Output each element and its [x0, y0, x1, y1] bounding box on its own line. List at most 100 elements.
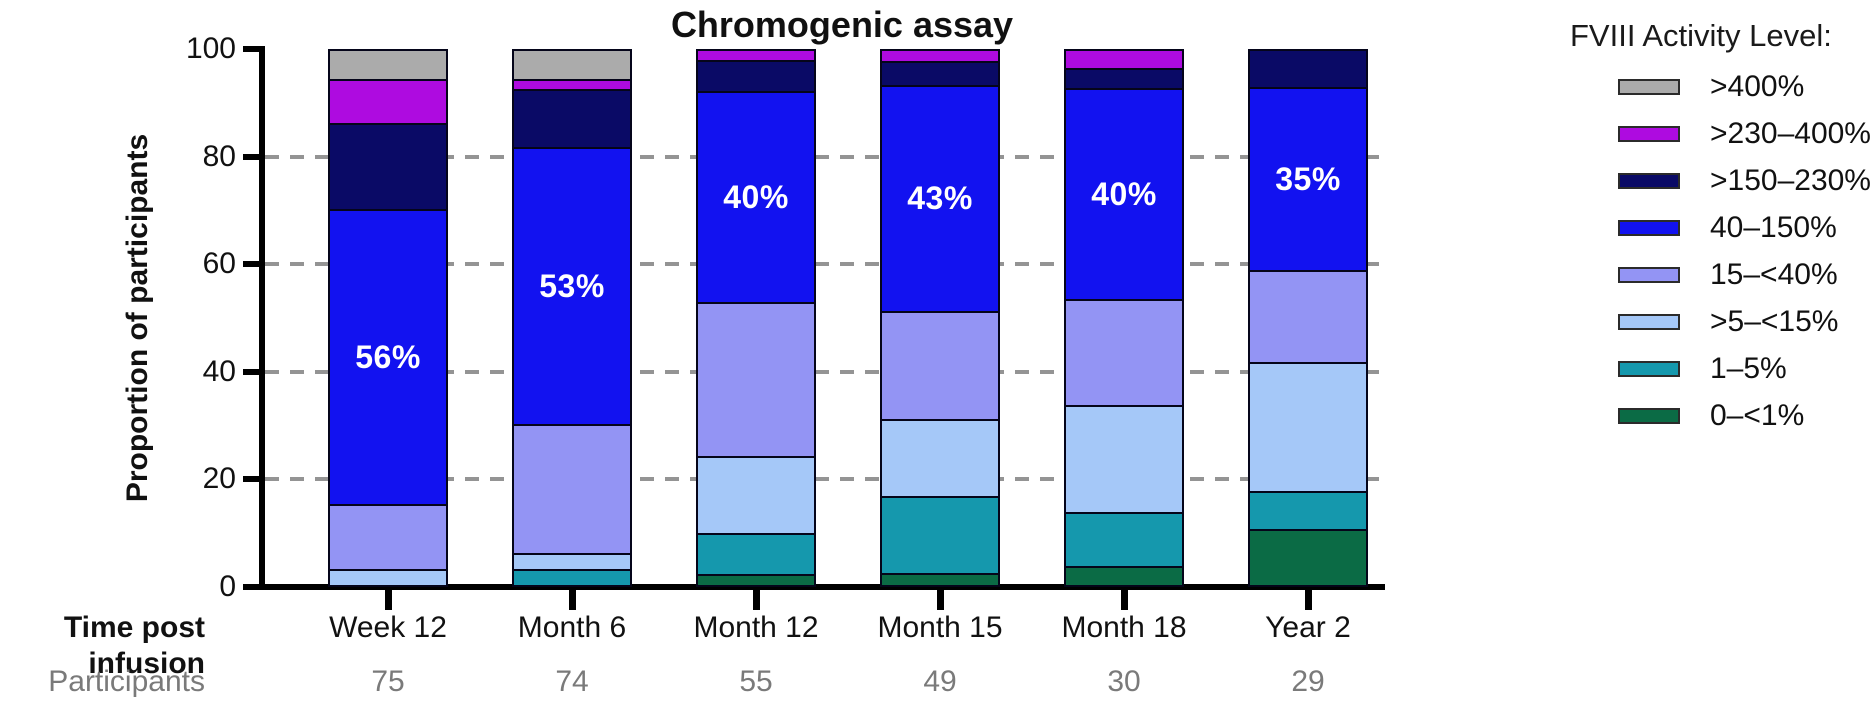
legend-swatch-icon	[1618, 361, 1680, 377]
x-tick-label-month-15: Month 15	[877, 611, 1003, 644]
segment-150-230	[330, 122, 446, 209]
segment-150-230	[882, 61, 998, 85]
segment-40-150: 56%	[330, 208, 446, 504]
segment-400	[514, 51, 630, 80]
segment-40-150: 53%	[514, 146, 630, 424]
x-tick-label-week-12: Week 12	[329, 611, 447, 644]
segment-5-15	[698, 455, 814, 534]
legend-item-400: >400%	[1618, 70, 1875, 104]
segment-1-5	[698, 533, 814, 574]
bar-value-label: 43%	[907, 180, 973, 217]
segment-230-400	[698, 51, 814, 61]
segment-0-1	[1250, 528, 1366, 585]
y-tick-40	[243, 368, 265, 375]
legend-item-0-1: 0–<1%	[1618, 399, 1875, 433]
segment-150-230	[698, 60, 814, 92]
legend-item-label: >230–400%	[1710, 117, 1871, 150]
legend-item-40-150: 40–150%	[1618, 211, 1875, 245]
legend-item-label: >5–<15%	[1710, 305, 1839, 338]
legend-item-label: 15–<40%	[1710, 258, 1838, 291]
bar-month-18: 40%	[1064, 49, 1184, 587]
segment-15-40	[698, 301, 814, 456]
y-axis-label: Proportion of participants	[121, 133, 154, 503]
legend-item-label: >150–230%	[1710, 164, 1871, 197]
x-axis-line	[243, 584, 1385, 590]
segment-15-40	[1250, 270, 1366, 363]
y-tick-20	[243, 476, 265, 483]
grid-line-60	[265, 262, 1385, 267]
segment-0-1	[882, 572, 998, 585]
segment-5-15	[1066, 405, 1182, 512]
legend: FVIII Activity Level: >400% >230–400% >150…	[1570, 18, 1875, 446]
segment-230-400	[514, 79, 630, 89]
y-tick-label-40: 40	[202, 354, 236, 388]
segment-40-150: 40%	[1066, 87, 1182, 299]
x-tick-month-15	[937, 590, 944, 610]
segment-40-150: 40%	[698, 91, 814, 302]
participants-value-month-6: 74	[555, 665, 589, 698]
bar-value-label: 53%	[539, 267, 605, 304]
legend-item-1-5: 1–5%	[1618, 352, 1875, 386]
legend-swatch-icon	[1618, 220, 1680, 236]
segment-15-40	[330, 503, 446, 569]
legend-item-150-230: >150–230%	[1618, 164, 1875, 198]
legend-items: >400% >230–400% >150–230% 40–150% 15–<40% >5–…	[1618, 70, 1875, 433]
y-tick-label-0: 0	[219, 570, 236, 603]
y-tick-0	[243, 584, 265, 590]
bar-value-label: 35%	[1275, 161, 1341, 198]
legend-item-label: 40–150%	[1710, 211, 1837, 244]
bar-value-label: 40%	[1091, 175, 1157, 212]
segment-230-400	[882, 51, 998, 62]
segment-40-150: 43%	[882, 84, 998, 311]
segment-1-5	[882, 495, 998, 573]
x-tick-month-12	[753, 590, 760, 610]
segment-400	[330, 51, 446, 79]
y-axis-line	[259, 46, 265, 590]
x-tick-label-month-18: Month 18	[1061, 611, 1187, 644]
segment-15-40	[882, 310, 998, 420]
segment-1-5	[1250, 490, 1366, 529]
participants-value-year-2: 29	[1291, 665, 1325, 698]
bar-year-2: 35%	[1248, 49, 1368, 587]
y-tick-label-80: 80	[202, 139, 236, 173]
legend-swatch-icon	[1618, 314, 1680, 330]
bar-week-12: 56%	[328, 49, 448, 587]
bar-month-12: 40%	[696, 49, 816, 587]
chart-title: Chromogenic assay	[670, 4, 1014, 45]
segment-0-1	[698, 573, 814, 585]
segment-1-5	[514, 568, 630, 585]
plot-area: 56% 53% 40% 43% 40% 35%	[265, 49, 1385, 587]
y-tick-100	[243, 46, 265, 52]
time-post-infusion-label: Time post infusion	[63, 611, 205, 680]
x-tick-month-18	[1121, 590, 1128, 610]
grid-line-80	[265, 154, 1385, 159]
segment-5-15	[882, 419, 998, 496]
segment-5-15	[514, 552, 630, 569]
x-tick-month-6	[569, 590, 576, 610]
bar-value-label: 40%	[723, 178, 789, 215]
segment-15-40	[1066, 298, 1182, 406]
segment-40-150: 35%	[1250, 87, 1366, 271]
legend-item-label: 0–<1%	[1710, 399, 1805, 432]
segment-15-40	[514, 423, 630, 553]
participants-row-label: Participants	[48, 665, 205, 698]
y-tick-60	[243, 261, 265, 268]
legend-item-230-400: >230–400%	[1618, 117, 1875, 151]
bar-value-label: 56%	[355, 338, 421, 375]
x-tick-label-month-6: Month 6	[517, 611, 627, 644]
segment-150-230	[1066, 68, 1182, 88]
legend-item-label: >400%	[1710, 70, 1805, 103]
segment-150-230	[1250, 51, 1366, 88]
x-tick-week-12	[385, 590, 392, 610]
legend-swatch-icon	[1618, 173, 1680, 189]
segment-5-15	[1250, 362, 1366, 491]
bar-month-6: 53%	[512, 49, 632, 587]
segment-5-15	[330, 568, 446, 585]
participants-value-month-18: 30	[1107, 665, 1141, 698]
grid-line-40	[265, 369, 1385, 374]
x-tick-label-month-12: Month 12	[693, 611, 819, 644]
segment-230-400	[1066, 51, 1182, 69]
legend-item-5-15: >5–<15%	[1618, 305, 1875, 339]
legend-swatch-icon	[1618, 126, 1680, 142]
